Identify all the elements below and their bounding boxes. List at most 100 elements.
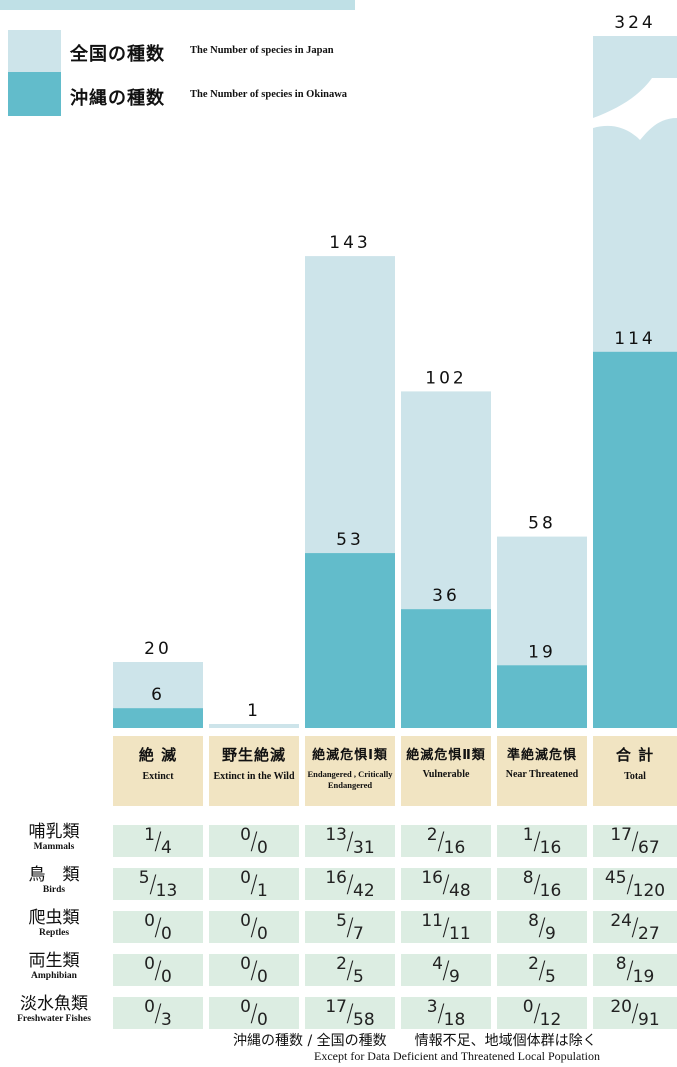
- title-strip: [0, 0, 355, 10]
- fraction-numerator: 2: [336, 954, 347, 974]
- fraction-denominator: 48: [449, 881, 471, 901]
- fraction-slash: /: [346, 827, 354, 855]
- axis-break-wave: [593, 78, 677, 140]
- fraction-denominator: 4: [161, 838, 172, 858]
- table-cell: 5/7: [305, 911, 395, 944]
- row-label-en: Reptles: [38, 928, 70, 938]
- category-label: 絶滅危惧Ⅰ類: [312, 748, 388, 763]
- fraction: 0/12: [497, 997, 587, 1030]
- table-row-label: 鳥 類 Birds: [0, 865, 108, 896]
- row-label-jp: 両生類: [28, 951, 80, 971]
- fraction: 1/4: [113, 825, 203, 858]
- fraction-numerator: 0: [240, 825, 251, 845]
- fraction-slash: /: [250, 827, 258, 855]
- fraction-slash: /: [625, 870, 634, 898]
- fraction-numerator: 5: [138, 868, 150, 888]
- category-label-en: Vulnerable: [422, 769, 470, 780]
- category-cell-4: 準絶滅危惧 Near Threatened: [497, 736, 587, 806]
- fraction-denominator: 120: [632, 881, 666, 901]
- footer: 沖縄の種数 / 全国の種数 情報不足、地域個体群は除く Except for D…: [0, 1026, 677, 1067]
- table-cell: 45/120: [593, 868, 677, 901]
- fraction-numerator: 0: [240, 911, 251, 931]
- fraction: 0/0: [209, 825, 299, 858]
- fraction-numerator: 16: [421, 868, 443, 888]
- table-row-label: 淡水魚類 Freshwater Fishes: [0, 995, 108, 1025]
- data-label-japan-1: 1: [247, 701, 261, 721]
- fraction-slash: /: [346, 913, 354, 941]
- fraction: 16/42: [305, 868, 395, 901]
- fraction-slash: /: [154, 827, 162, 855]
- table-row-label: 哺乳類 Mammals: [0, 823, 108, 853]
- table-cell: 0/12: [497, 997, 587, 1030]
- row-label-en: Amphibian: [31, 971, 77, 981]
- fraction: 20/91: [593, 997, 677, 1030]
- table-cell: 17/58: [305, 997, 395, 1030]
- row-label-en: Mammals: [33, 842, 75, 852]
- fraction: 45/120: [593, 868, 677, 901]
- fraction-numerator: 11: [421, 911, 443, 931]
- table-cell: 0/0: [113, 911, 203, 944]
- table-cell: 24/27: [593, 911, 677, 944]
- data-label-japan-0: 20: [144, 639, 172, 659]
- table-cell: 2/5: [497, 954, 587, 987]
- table-cell: 16/48: [401, 868, 491, 901]
- fraction-denominator: 11: [449, 924, 471, 944]
- fraction-denominator: 31: [353, 838, 375, 858]
- data-label-japan-4: 58: [528, 514, 556, 534]
- fraction: 0/0: [113, 954, 203, 987]
- bar-japan-1: [209, 724, 299, 728]
- category-label: 野生絶滅: [221, 746, 286, 764]
- row-label-jp: 鳥 類: [28, 865, 80, 885]
- fraction-numerator: 0: [240, 954, 251, 974]
- category-cell-5: 合 計 Total: [593, 736, 677, 806]
- fraction-denominator: 91: [638, 1010, 660, 1030]
- fraction-slash: /: [346, 956, 354, 984]
- fraction-numerator: 0: [144, 911, 155, 931]
- fraction-slash: /: [538, 913, 546, 941]
- fraction-denominator: 16: [539, 881, 562, 901]
- fraction: 0/1: [209, 868, 299, 901]
- fraction: 1/16: [497, 825, 587, 858]
- fraction-numerator: 0: [240, 997, 251, 1017]
- fraction: 5/7: [305, 911, 395, 944]
- fraction-numerator: 45: [604, 868, 627, 888]
- fraction-denominator: 0: [257, 1010, 268, 1030]
- legend-okinawa-label: 沖縄の種数: [70, 88, 165, 109]
- fraction-numerator: 13: [325, 825, 347, 845]
- fraction-slash: /: [154, 999, 162, 1027]
- table-cell: 8/19: [593, 954, 677, 987]
- table-cell: 3/18: [401, 997, 491, 1030]
- legend-swatch-okinawa: [8, 72, 61, 116]
- table-cell: 8/16: [497, 868, 587, 901]
- fraction-numerator: 20: [610, 997, 632, 1017]
- fraction-slash: /: [532, 827, 541, 855]
- fraction-denominator: 7: [353, 924, 364, 944]
- table-cell: 2/5: [305, 954, 395, 987]
- fraction: 0/0: [209, 997, 299, 1030]
- fraction-denominator: 42: [353, 881, 375, 901]
- fraction-slash: /: [436, 827, 445, 855]
- fraction-numerator: 1: [144, 825, 155, 845]
- fraction-numerator: 0: [144, 997, 155, 1017]
- fraction-numerator: 2: [528, 954, 539, 974]
- fraction-denominator: 0: [257, 967, 268, 987]
- fraction: 0/0: [113, 911, 203, 944]
- fraction: 5/13: [113, 868, 203, 901]
- row-label-en: Freshwater Fishes: [17, 1014, 91, 1024]
- category-label-en: Extinct: [142, 771, 174, 782]
- fraction-numerator: 4: [432, 954, 443, 974]
- fraction: 17/58: [305, 997, 395, 1030]
- table-cell: 0/0: [209, 825, 299, 858]
- bar-okinawa-2: [305, 553, 395, 728]
- fraction-numerator: 0: [522, 997, 534, 1017]
- fraction: 17/67: [593, 825, 677, 858]
- category-label: 準絶滅危惧: [506, 748, 577, 763]
- data-label-japan-2: 143: [329, 233, 370, 253]
- fraction-denominator: 5: [545, 967, 556, 987]
- fraction-numerator: 24: [610, 911, 632, 931]
- fraction-slash: /: [532, 999, 541, 1027]
- fraction: 0/0: [209, 954, 299, 987]
- bar-okinawa-4: [497, 665, 587, 728]
- fraction-slash: /: [442, 913, 450, 941]
- data-label-okinawa-0: 6: [151, 685, 165, 705]
